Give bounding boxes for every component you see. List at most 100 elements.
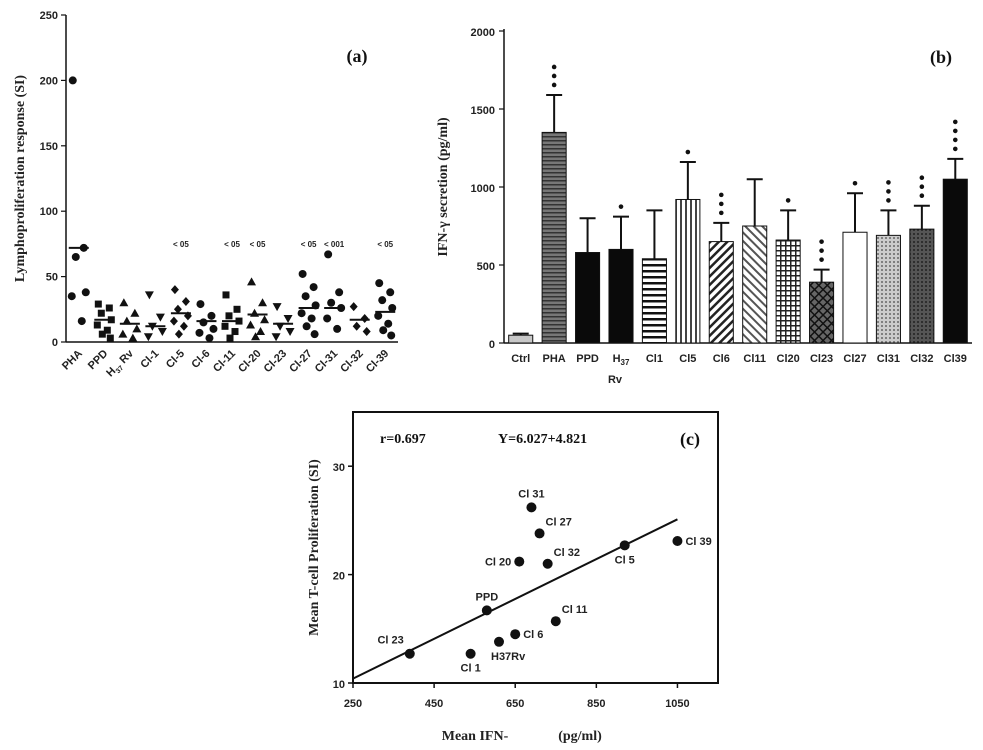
data-point	[181, 296, 190, 306]
x-tick-label: Cl11	[743, 353, 766, 365]
x-tick-label-part: Cl5	[679, 353, 696, 365]
point-label: Cl 6	[523, 629, 543, 641]
x-tick-label: H37	[613, 353, 630, 367]
significance-dot	[618, 204, 624, 209]
x-tick-label: Cl23	[810, 353, 833, 365]
x-tick-label-part: PPD	[576, 353, 599, 365]
x-tick-sublabel: Rv	[608, 374, 623, 386]
data-point	[388, 303, 397, 312]
x-tick-label-part: PHA	[543, 353, 566, 365]
data-point	[283, 314, 293, 323]
y-tick-label: 30	[333, 462, 345, 474]
bar	[641, 258, 667, 344]
x-tick-label-part: Cl-31	[313, 348, 341, 376]
x-tick-label-part: Cl-11	[211, 348, 238, 375]
x-tick-label: 1050	[665, 698, 689, 710]
significance-dot	[685, 149, 691, 155]
data-point	[233, 305, 241, 313]
x-tick-label: Cl-31	[313, 348, 341, 376]
data-point	[207, 311, 216, 320]
x-tick-label: Cl-20	[236, 348, 264, 376]
data-point	[285, 328, 295, 337]
data-point	[105, 304, 113, 312]
x-tick-label-part: 37	[621, 358, 630, 367]
point-label: Cl 23	[377, 635, 403, 647]
significance-dot	[819, 248, 824, 253]
y-tick-label: 1500	[471, 105, 495, 117]
y-tick-label: 2000	[471, 27, 495, 39]
significance-annotation: < 05	[377, 240, 393, 249]
y-tick-label: 0	[489, 339, 495, 351]
data-point	[275, 322, 285, 331]
panel-a-chart: 0 50 100 150 200 250 Lymphoproliferation respo…	[13, 10, 398, 379]
significance-dot	[819, 257, 824, 262]
point-label: Cl 11	[562, 604, 588, 616]
y-tick-label: 20	[333, 571, 345, 583]
data-point	[298, 269, 307, 278]
data-point	[199, 318, 208, 327]
data-point	[481, 605, 492, 616]
bar	[909, 228, 935, 344]
data-point	[246, 320, 256, 329]
data-point	[143, 333, 153, 342]
significance-dot	[886, 189, 891, 194]
bar	[708, 241, 734, 344]
equation-label: Y=6.027+4.821	[498, 432, 587, 447]
x-tick-label: Cl31	[877, 353, 900, 365]
data-point	[93, 321, 101, 329]
data-point	[258, 298, 268, 307]
x-tick-label-part: Cl23	[810, 353, 833, 365]
data-point	[323, 314, 332, 323]
significance-dot	[886, 198, 891, 203]
data-point	[71, 252, 80, 261]
x-tick-label: 850	[587, 698, 605, 710]
significance-dot	[919, 193, 925, 199]
data-point	[173, 304, 182, 314]
x-tick-label: Cl-5	[164, 348, 187, 371]
bar	[809, 281, 835, 344]
significance-dot	[718, 192, 724, 198]
y-tick-label: 1000	[471, 183, 495, 195]
x-tick-label-part: Cl-1	[138, 348, 161, 371]
panel-label: (a)	[347, 46, 368, 67]
data-point	[494, 636, 504, 647]
data-point	[352, 321, 361, 331]
data-point	[196, 300, 205, 309]
data-point	[309, 283, 318, 292]
x-tick-label: Cl32	[910, 353, 933, 365]
panel-b-chart: 0 500 1000 1500 2000 IFN-γ secretion (pg/ml) (…	[436, 27, 972, 386]
y-axis-title: Mean T-cell Proliferation (SI)	[307, 459, 322, 636]
y-tick-label: 0	[52, 337, 58, 349]
data-point	[465, 648, 476, 659]
significance-dot	[952, 119, 958, 125]
data-point	[349, 302, 358, 312]
data-point	[144, 291, 154, 300]
data-point	[514, 556, 525, 567]
x-tick-label-part: Cl1	[646, 353, 663, 365]
data-point	[179, 321, 188, 331]
data-point	[386, 288, 395, 297]
significance-dot	[952, 146, 958, 152]
bar	[575, 252, 601, 344]
data-point	[195, 328, 204, 337]
point-label: H37Rv	[491, 651, 526, 663]
x-tick-label-part: Cl-23	[262, 348, 290, 376]
panel-c-chart: 250 450 650 850 1050 10 20 30 Mean IFN- (pg/ml) Me…	[307, 411, 719, 744]
data-point	[672, 535, 683, 546]
data-point	[225, 312, 233, 320]
significance-annotation: < 001	[324, 240, 345, 249]
significance-dot	[919, 175, 925, 181]
x-tick-label: PHA	[543, 353, 566, 365]
data-point	[333, 324, 342, 333]
significance-dot	[886, 180, 891, 185]
data-point	[384, 319, 393, 328]
x-tick-label: Cl-23	[262, 348, 290, 376]
data-point	[174, 329, 183, 339]
x-tick-label: PPD	[576, 353, 599, 365]
data-point	[619, 540, 630, 551]
data-point	[534, 528, 545, 539]
data-point	[169, 316, 178, 326]
data-point	[98, 330, 106, 338]
significance-dot	[785, 198, 791, 203]
x-tick-label-part: Cl39	[944, 353, 967, 365]
